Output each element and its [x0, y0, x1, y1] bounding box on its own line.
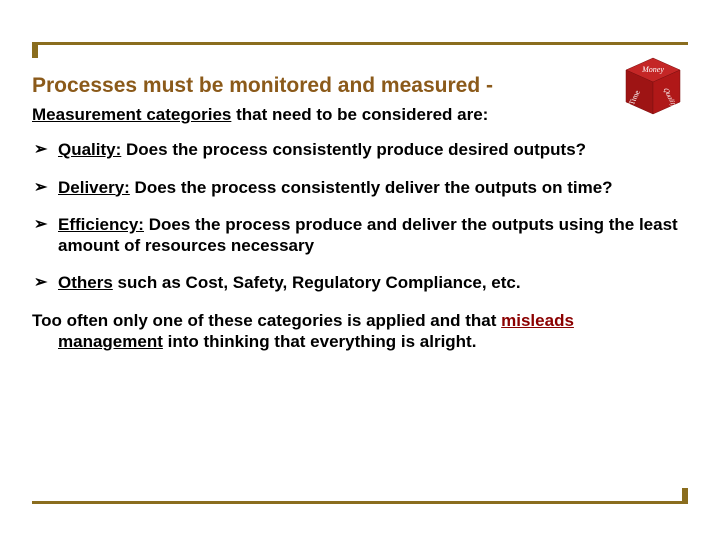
list-item: ➢ Efficiency: Does the process produce a…: [32, 214, 688, 257]
chevron-right-icon: ➢: [34, 215, 47, 235]
cube-face-top-label: Money: [641, 65, 664, 74]
chevron-right-icon: ➢: [34, 178, 47, 198]
intro-rest: that need to be considered are:: [231, 105, 488, 124]
closing-rest: into thinking that everything is alright…: [163, 332, 477, 351]
slide-body: Measurement categories that need to be c…: [32, 104, 688, 352]
closing-misleads: misleads: [501, 311, 574, 330]
list-item: ➢ Others such as Cost, Safety, Regulator…: [32, 272, 688, 293]
slide-title: Processes must be monitored and measured…: [32, 74, 592, 98]
closing-text: Too often only one of these categories i…: [32, 310, 688, 353]
bullet-text: such as Cost, Safety, Regulatory Complia…: [113, 273, 521, 292]
bullet-lead: Quality:: [58, 140, 121, 159]
closing-management: management: [58, 332, 163, 351]
slide: Processes must be monitored and measured…: [0, 0, 720, 540]
list-item: ➢ Quality: Does the process consistently…: [32, 139, 688, 160]
bullet-list: ➢ Quality: Does the process consistently…: [32, 139, 688, 293]
rule-top: [32, 42, 688, 45]
rule-bottom: [32, 501, 688, 504]
bullet-text: Does the process consistently deliver th…: [130, 178, 613, 197]
bullet-text: Does the process consistently produce de…: [121, 140, 586, 159]
rule-top-accent: [32, 42, 38, 58]
bullet-text: Does the process produce and deliver the…: [58, 215, 678, 255]
intro-line: Measurement categories that need to be c…: [32, 104, 688, 125]
intro-underlined: Measurement categories: [32, 105, 231, 124]
closing-pre: Too often only one of these categories i…: [32, 311, 501, 330]
chevron-right-icon: ➢: [34, 273, 47, 293]
list-item: ➢ Delivery: Does the process consistentl…: [32, 177, 688, 198]
bullet-lead: Efficiency:: [58, 215, 144, 234]
bullet-lead: Others: [58, 273, 113, 292]
rule-bottom-accent: [682, 488, 688, 504]
chevron-right-icon: ➢: [34, 140, 47, 160]
bullet-lead: Delivery:: [58, 178, 130, 197]
